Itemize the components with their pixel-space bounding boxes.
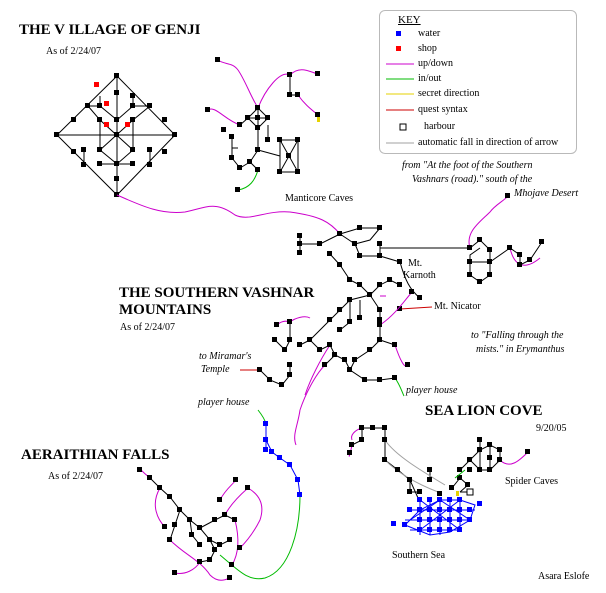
karnoth-label-2: Karnoth (403, 270, 436, 281)
karnoth-label-1: Mt. (408, 258, 423, 269)
genji-shops (94, 82, 130, 127)
southern-sea-label: Southern Sea (392, 550, 446, 561)
magenta-line-icon (386, 63, 414, 65)
desert-note-line-1: from "At the foot of the Southern (402, 160, 533, 171)
desert-note-line-3: Mhojave Desert (514, 188, 579, 199)
falls-date: As of 2/24/07 (48, 471, 103, 482)
green-line-icon (386, 78, 414, 80)
manticore-rooms (205, 57, 320, 192)
vashnar-date: As of 2/24/07 (120, 322, 175, 333)
genji-rooms (54, 73, 177, 197)
gray-line-icon (386, 142, 414, 144)
legend-box: KEY water shop up/down in/out secret dir… (379, 10, 577, 154)
cove-title: SEA LION COVE (425, 403, 543, 419)
genji-to-vashnar-path (116, 194, 341, 235)
manticore-label: Manticore Caves (285, 193, 354, 204)
player-house-label-west: player house (198, 397, 250, 408)
cove-date: 9/20/05 (536, 423, 567, 434)
red-line-icon (386, 109, 414, 111)
harbour-box-icon (399, 123, 407, 131)
blue-square-icon (396, 31, 401, 36)
player-house-label-east: player house (406, 385, 458, 396)
nicator-label: Mt. Nicator (434, 301, 481, 312)
falls-title: AERAITHIAN FALLS (21, 447, 170, 463)
vashnar-title-2: MOUNTAINS (119, 302, 212, 318)
vashnar-title-1: THE SOUTHERN VASHNAR (119, 285, 315, 301)
miramar-note-line-2: Temple (201, 364, 230, 375)
falling-note-line-1: to "Falling through the (471, 330, 564, 341)
genji-date: As of 2/24/07 (46, 46, 101, 57)
falls-paths (149, 477, 236, 563)
cove-water-rooms (391, 497, 482, 532)
yellow-line-icon (386, 93, 414, 95)
desert-note-line-2: Vashnars (road)." south of the (412, 174, 533, 185)
red-square-icon (396, 46, 401, 51)
vashnar-rooms (297, 193, 544, 332)
legend-title: KEY (398, 14, 421, 26)
genji-title: THE V ILLAGE OF GENJI (19, 22, 201, 38)
harbour-icon (466, 488, 474, 496)
falling-note-line-2: mists." in Erymanthus (476, 344, 565, 355)
spider-caves-label: Spider Caves (505, 476, 559, 487)
miramar-note-line-1: to Miramar's (199, 351, 252, 362)
author-label: Asara Eslofe (538, 571, 590, 582)
cove-rooms (347, 425, 530, 494)
falls-rooms (137, 467, 250, 580)
water-rooms (263, 421, 302, 497)
